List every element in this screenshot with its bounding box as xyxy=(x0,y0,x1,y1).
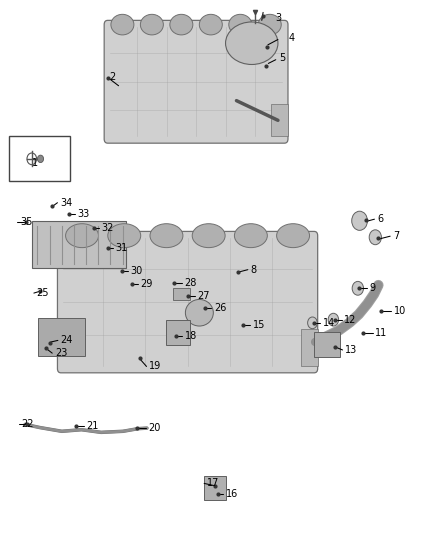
Ellipse shape xyxy=(226,22,278,64)
Ellipse shape xyxy=(150,224,183,248)
Ellipse shape xyxy=(170,14,193,35)
Bar xyxy=(166,320,190,345)
Text: 3: 3 xyxy=(275,13,281,23)
Text: 12: 12 xyxy=(344,315,357,325)
Text: 8: 8 xyxy=(251,265,257,274)
Text: 21: 21 xyxy=(86,421,99,431)
Bar xyxy=(272,104,288,136)
Text: 4: 4 xyxy=(289,33,295,43)
Ellipse shape xyxy=(108,224,141,248)
FancyBboxPatch shape xyxy=(104,20,288,143)
Ellipse shape xyxy=(234,224,267,248)
FancyBboxPatch shape xyxy=(57,231,318,373)
Ellipse shape xyxy=(66,224,99,248)
Bar xyxy=(204,477,226,500)
Text: 9: 9 xyxy=(370,284,376,293)
Bar xyxy=(38,318,85,356)
Circle shape xyxy=(307,317,317,329)
Text: 14: 14 xyxy=(322,318,335,328)
Text: 11: 11 xyxy=(375,328,388,338)
Text: 23: 23 xyxy=(55,348,67,358)
Bar xyxy=(173,288,190,300)
Text: 19: 19 xyxy=(149,361,161,372)
Text: 30: 30 xyxy=(131,266,143,276)
Text: 25: 25 xyxy=(36,288,49,298)
Text: 35: 35 xyxy=(20,217,32,228)
Text: 24: 24 xyxy=(60,335,73,345)
Text: 29: 29 xyxy=(141,279,153,289)
Ellipse shape xyxy=(258,14,281,35)
Text: 26: 26 xyxy=(214,303,226,313)
Text: 33: 33 xyxy=(78,209,90,220)
Text: 5: 5 xyxy=(279,53,285,62)
Circle shape xyxy=(369,230,381,245)
Text: 18: 18 xyxy=(185,330,197,341)
Bar xyxy=(32,221,126,268)
Ellipse shape xyxy=(111,14,134,35)
Ellipse shape xyxy=(277,224,310,248)
Text: 20: 20 xyxy=(148,423,161,433)
Text: 1: 1 xyxy=(32,158,38,168)
Ellipse shape xyxy=(140,14,163,35)
Text: 27: 27 xyxy=(197,290,210,301)
Text: 7: 7 xyxy=(393,231,399,241)
Circle shape xyxy=(328,313,339,326)
Text: 32: 32 xyxy=(102,223,114,233)
Circle shape xyxy=(352,211,367,230)
Text: 34: 34 xyxy=(60,198,72,208)
Text: 2: 2 xyxy=(109,72,115,82)
Bar xyxy=(301,329,318,366)
Ellipse shape xyxy=(229,14,252,35)
Text: 6: 6 xyxy=(377,214,383,224)
Bar xyxy=(314,333,339,357)
Ellipse shape xyxy=(185,300,213,326)
Bar xyxy=(9,136,70,181)
Text: 16: 16 xyxy=(226,489,238,499)
Text: 10: 10 xyxy=(394,306,406,316)
Text: 17: 17 xyxy=(207,479,219,488)
Circle shape xyxy=(352,281,364,295)
Text: 13: 13 xyxy=(345,345,357,355)
Circle shape xyxy=(38,155,43,163)
Ellipse shape xyxy=(199,14,223,35)
Text: 31: 31 xyxy=(116,243,128,253)
Text: 22: 22 xyxy=(21,419,34,430)
Ellipse shape xyxy=(192,224,225,248)
Text: 28: 28 xyxy=(184,278,197,288)
Text: 15: 15 xyxy=(253,320,265,330)
